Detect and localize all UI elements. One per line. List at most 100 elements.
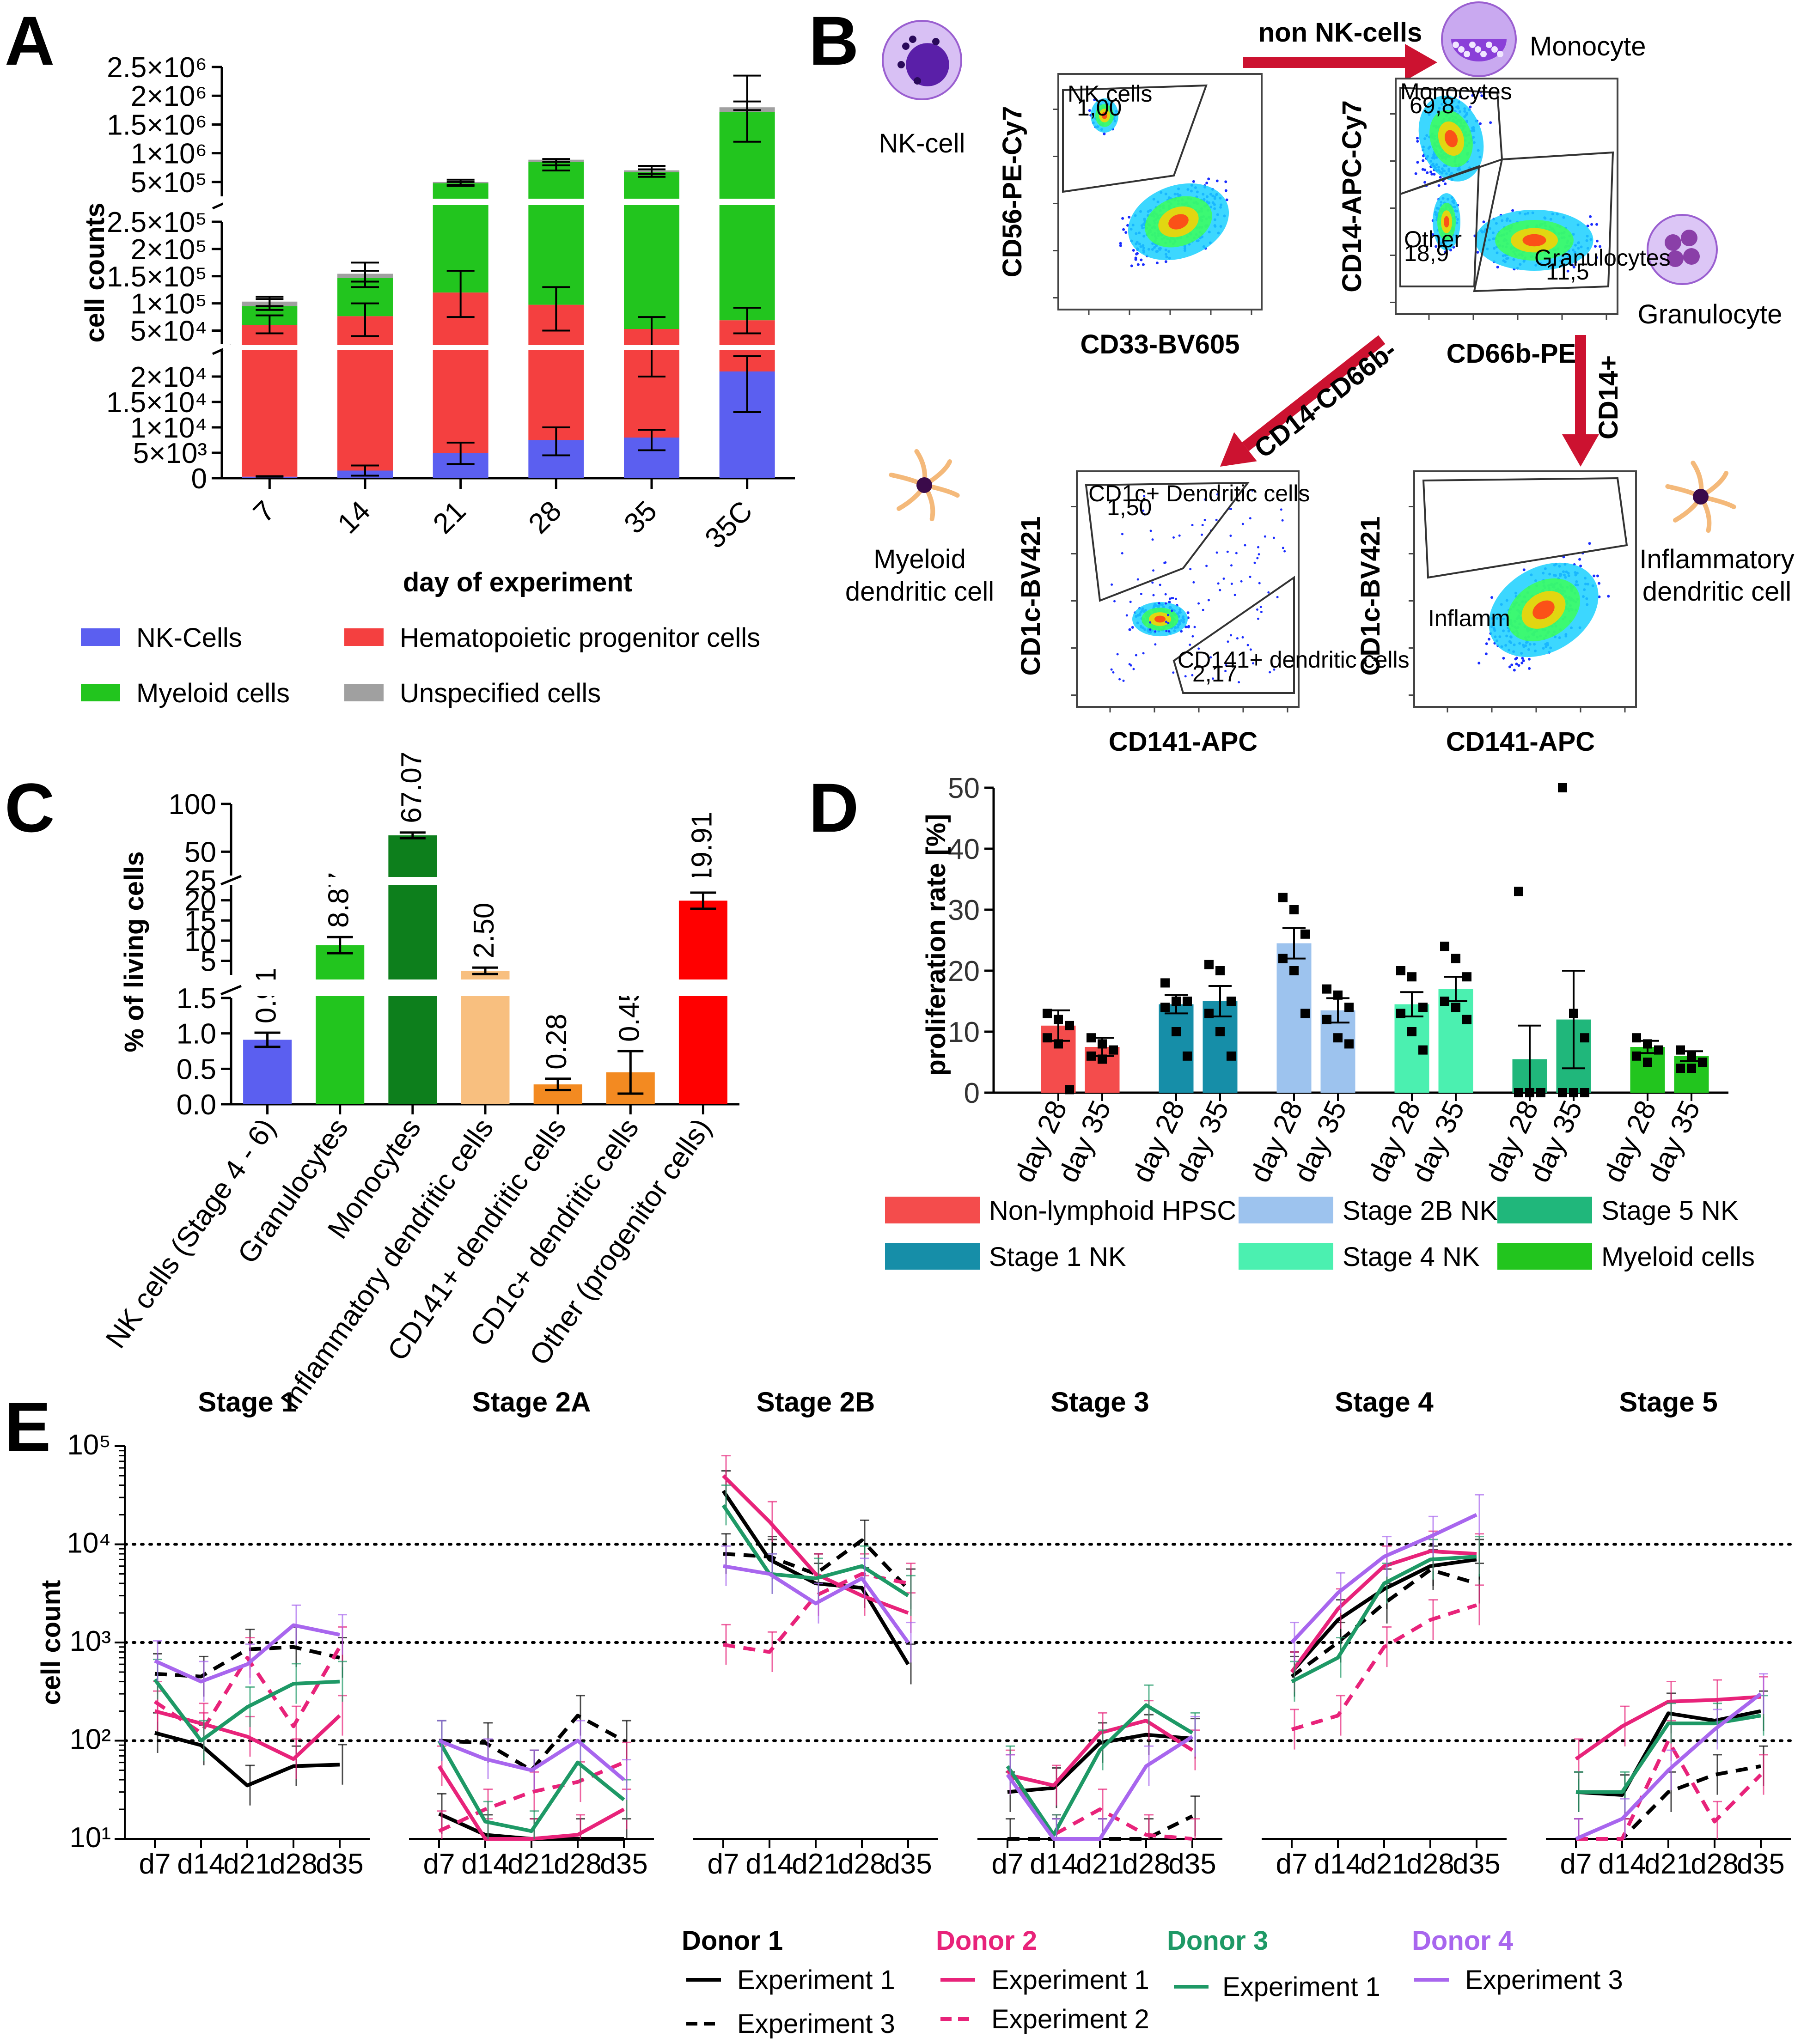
series-line-donor-4-experiment-3 bbox=[1290, 1513, 1477, 1644]
data-point bbox=[1654, 1045, 1663, 1055]
event-dot bbox=[1191, 674, 1194, 676]
event-dot bbox=[1496, 266, 1499, 269]
event-dot bbox=[1439, 176, 1442, 179]
legend-label: Stage 1 NK bbox=[989, 1242, 1126, 1272]
series-line-donor-3-experiment-1 bbox=[1006, 1703, 1194, 1837]
y-tick-label: 20 bbox=[948, 955, 980, 987]
event-dot bbox=[1205, 565, 1208, 567]
series-line-donor-4-experiment-3 bbox=[154, 1623, 340, 1684]
event-dot bbox=[1222, 577, 1225, 580]
event-dot bbox=[1192, 581, 1195, 584]
facet-title: Stage 1 bbox=[198, 1387, 296, 1417]
event-dot bbox=[1215, 179, 1219, 182]
event-dot bbox=[1186, 611, 1190, 614]
y-axis-title: % of living cells bbox=[119, 851, 149, 1052]
arrow-shaft bbox=[1242, 335, 1386, 451]
event-dot bbox=[1515, 663, 1518, 666]
event-dot bbox=[1416, 137, 1419, 140]
event-dot bbox=[1124, 231, 1128, 234]
event-dot bbox=[1111, 583, 1113, 586]
event-dot bbox=[1595, 239, 1599, 243]
data-point bbox=[1440, 997, 1449, 1006]
granule bbox=[909, 36, 916, 43]
x-tick-label: 28 bbox=[523, 495, 568, 540]
event-dot bbox=[1479, 122, 1482, 125]
density-contour bbox=[1532, 600, 1555, 620]
event-dot bbox=[1219, 589, 1221, 591]
x-tick-label: d14 bbox=[1030, 1848, 1077, 1880]
data-label: 0.28 bbox=[541, 1014, 573, 1070]
data-point bbox=[1087, 1051, 1096, 1061]
event-dot bbox=[1203, 498, 1206, 501]
x-tick-label: d35 bbox=[884, 1848, 932, 1880]
event-dot bbox=[1578, 558, 1581, 561]
event-dot bbox=[1469, 105, 1472, 109]
x-axis-title: CD141-APC bbox=[1446, 727, 1595, 757]
data-point bbox=[1098, 1054, 1107, 1064]
data-point bbox=[1227, 997, 1236, 1006]
event-dot bbox=[1490, 596, 1494, 599]
series-line-donor-3-experiment-1 bbox=[721, 1504, 910, 1597]
event-dot bbox=[1131, 626, 1134, 629]
data-point bbox=[1227, 1051, 1236, 1061]
data-point bbox=[1215, 966, 1225, 975]
x-tick-label: d28 bbox=[554, 1848, 601, 1880]
data-point bbox=[1054, 1015, 1063, 1024]
y-tick-label: 10⁵ bbox=[67, 1429, 111, 1461]
event-dot bbox=[1421, 168, 1424, 171]
legend-donor-1: Donor 1 bbox=[682, 1926, 783, 1956]
event-dot bbox=[1119, 242, 1122, 245]
event-dot bbox=[1414, 172, 1417, 175]
x-tick-label: d7 bbox=[1276, 1848, 1308, 1880]
event-dot bbox=[1249, 517, 1251, 520]
gate-label: Monocytes bbox=[1400, 79, 1512, 104]
event-dot bbox=[1273, 668, 1276, 671]
data-point bbox=[1344, 1003, 1354, 1012]
x-tick-label: d14 bbox=[745, 1848, 793, 1880]
event-dot bbox=[1151, 538, 1154, 541]
y-tick-label: 30 bbox=[948, 894, 980, 926]
nucleus-lobe bbox=[1683, 248, 1700, 265]
y-tick-label: 1.5×10⁶ bbox=[107, 109, 207, 141]
event-dot bbox=[1590, 223, 1593, 226]
event-dot bbox=[1566, 269, 1569, 273]
event-dot bbox=[1158, 602, 1160, 605]
event-dot bbox=[1444, 250, 1447, 254]
event-dot bbox=[1164, 260, 1167, 263]
event-dot bbox=[1201, 524, 1204, 527]
legend-label: Experiment 3 bbox=[1465, 1965, 1623, 1995]
event-dot bbox=[1171, 609, 1173, 612]
event-dot bbox=[1272, 536, 1275, 539]
event-dot bbox=[1230, 583, 1233, 585]
event-dot bbox=[1201, 533, 1203, 536]
event-dot bbox=[1522, 659, 1525, 662]
event-dot bbox=[1482, 220, 1485, 224]
event-dot bbox=[1528, 667, 1531, 670]
event-dot bbox=[1140, 593, 1142, 596]
event-dot bbox=[1435, 245, 1438, 248]
data-point bbox=[1407, 1027, 1416, 1036]
legend-swatch bbox=[885, 1243, 980, 1270]
legend-swatch bbox=[1239, 1197, 1333, 1223]
x-tick-label: d14 bbox=[177, 1848, 225, 1880]
data-point bbox=[1065, 1021, 1074, 1030]
event-dot bbox=[1430, 172, 1434, 176]
granulocyte-label: Granulocyte bbox=[1638, 299, 1783, 329]
data-point bbox=[1043, 1033, 1052, 1043]
event-dot bbox=[1135, 654, 1137, 657]
event-cloud bbox=[1119, 177, 1229, 268]
series-line-donor-3-experiment-1 bbox=[1291, 1555, 1477, 1684]
event-dot bbox=[1579, 565, 1582, 568]
event-dot bbox=[1128, 628, 1131, 631]
nucleus-lobe bbox=[1681, 230, 1697, 246]
event-dot bbox=[1515, 657, 1518, 660]
break-gap bbox=[223, 199, 796, 205]
inflammatory-dc-label: Inflammatory bbox=[1639, 544, 1794, 574]
event-dot bbox=[1230, 564, 1233, 567]
data-point bbox=[1687, 1051, 1696, 1061]
event-dot bbox=[1164, 593, 1167, 596]
